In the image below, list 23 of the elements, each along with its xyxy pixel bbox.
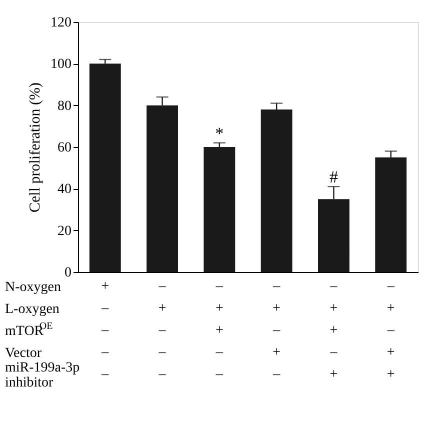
bar: [204, 147, 236, 272]
x-tick-label: + – – – –: [100, 279, 110, 382]
y-tick-label: 100: [50, 57, 72, 72]
y-tick-label: 40: [58, 182, 72, 198]
x-tick-label: – + – – –: [158, 279, 167, 382]
text: L-oxygen: [5, 302, 60, 317]
x-tick-label: – + + – –: [214, 279, 224, 382]
text: N-oxygen: [5, 280, 61, 295]
text: Vector: [5, 346, 42, 361]
y-tick-label: 120: [50, 16, 72, 30]
y-tick-label: 0: [64, 266, 72, 280]
x-tick-label: – + + – +: [329, 279, 338, 382]
annotation: *: [215, 124, 224, 143]
text: mTOROE: [5, 321, 53, 339]
annotation: #: [329, 168, 338, 187]
text: miR-199a-3p inhibitor: [5, 360, 80, 390]
y-tick-label: 60: [58, 140, 72, 156]
y-axis-title: Cell proliferation (%): [28, 82, 44, 212]
x-tick-label: – + – + –: [272, 279, 282, 382]
y-tick-label: 80: [58, 98, 72, 114]
x-tick-label: – + – + +: [386, 279, 396, 382]
y-tick-label: 20: [58, 224, 72, 239]
bar: [89, 64, 121, 272]
